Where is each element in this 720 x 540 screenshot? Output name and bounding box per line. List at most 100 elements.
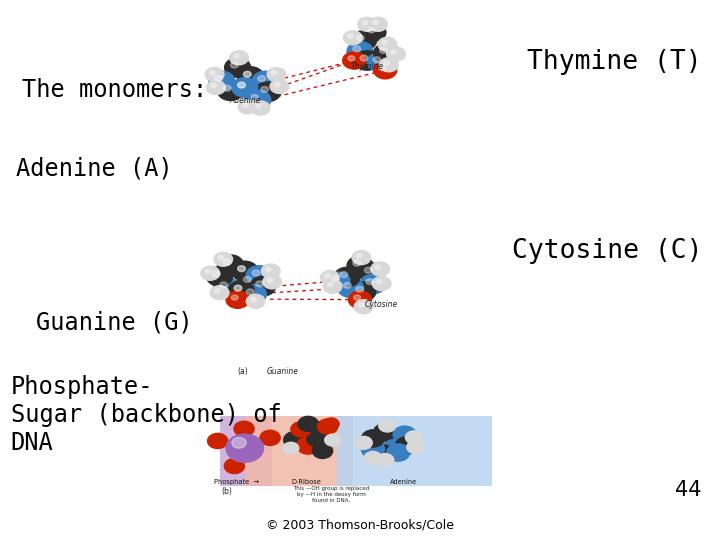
Text: The monomers:: The monomers: — [22, 78, 207, 102]
Text: Guanine (G): Guanine (G) — [36, 310, 193, 334]
Circle shape — [307, 430, 330, 447]
Circle shape — [261, 264, 280, 278]
Circle shape — [297, 437, 320, 454]
Circle shape — [258, 76, 266, 82]
Circle shape — [334, 267, 360, 287]
Circle shape — [228, 281, 254, 300]
Circle shape — [250, 276, 276, 296]
Circle shape — [243, 103, 248, 107]
Circle shape — [327, 272, 350, 289]
Text: Adenine (A): Adenine (A) — [16, 157, 173, 180]
Circle shape — [359, 303, 364, 307]
Circle shape — [251, 298, 256, 302]
Circle shape — [361, 441, 384, 458]
Circle shape — [251, 101, 270, 115]
Circle shape — [318, 419, 338, 434]
Circle shape — [372, 276, 391, 291]
Circle shape — [343, 31, 362, 45]
Circle shape — [352, 251, 371, 265]
Text: D-Ribose: D-Ribose — [291, 479, 321, 485]
Circle shape — [384, 61, 390, 65]
Circle shape — [356, 35, 364, 41]
Circle shape — [210, 286, 229, 300]
FancyBboxPatch shape — [337, 416, 492, 486]
Circle shape — [251, 94, 258, 100]
Circle shape — [218, 255, 224, 260]
Text: Phosphate-
Sugar (backbone) of
DNA: Phosphate- Sugar (backbone) of DNA — [11, 375, 282, 455]
Circle shape — [366, 279, 374, 285]
Circle shape — [382, 40, 388, 45]
Text: 44: 44 — [675, 480, 702, 500]
Text: Thymine: Thymine — [351, 62, 384, 71]
Circle shape — [407, 441, 424, 454]
Circle shape — [223, 85, 231, 91]
Circle shape — [379, 65, 386, 71]
Circle shape — [364, 267, 372, 273]
Text: (b): (b) — [222, 487, 233, 496]
Circle shape — [205, 269, 211, 274]
Circle shape — [387, 444, 410, 461]
Circle shape — [312, 443, 333, 458]
Circle shape — [355, 436, 372, 449]
Circle shape — [231, 295, 238, 300]
Circle shape — [362, 21, 368, 25]
Circle shape — [234, 285, 242, 291]
Circle shape — [367, 52, 393, 72]
Circle shape — [283, 442, 299, 454]
Circle shape — [378, 37, 397, 51]
Circle shape — [375, 265, 381, 269]
Circle shape — [354, 300, 373, 314]
Circle shape — [372, 445, 395, 462]
Circle shape — [226, 434, 264, 462]
Circle shape — [374, 43, 400, 63]
Circle shape — [215, 76, 222, 82]
Circle shape — [323, 418, 339, 430]
Circle shape — [217, 81, 243, 100]
Text: This —OH group is replaced
by —H in the deoxy form
found in DNA.: This —OH group is replaced by —H in the … — [293, 486, 369, 503]
Circle shape — [238, 100, 257, 114]
Circle shape — [353, 260, 361, 266]
Circle shape — [363, 24, 386, 41]
Circle shape — [325, 434, 341, 446]
Circle shape — [377, 280, 382, 284]
Circle shape — [395, 437, 418, 454]
Circle shape — [226, 291, 249, 308]
Circle shape — [356, 254, 362, 258]
Circle shape — [354, 295, 361, 300]
Text: Phosphate  →: Phosphate → — [214, 479, 258, 485]
Circle shape — [266, 267, 271, 272]
Circle shape — [351, 31, 377, 50]
Circle shape — [225, 458, 245, 474]
Circle shape — [210, 71, 215, 75]
Circle shape — [353, 46, 361, 52]
Circle shape — [360, 55, 368, 61]
Circle shape — [343, 52, 366, 69]
Circle shape — [340, 272, 348, 278]
Circle shape — [328, 282, 333, 287]
Circle shape — [350, 282, 376, 301]
Circle shape — [238, 82, 246, 88]
Circle shape — [267, 278, 273, 282]
Circle shape — [234, 285, 242, 291]
Circle shape — [384, 430, 408, 447]
Circle shape — [207, 267, 233, 286]
Circle shape — [373, 57, 381, 63]
Circle shape — [240, 285, 266, 304]
Circle shape — [360, 274, 386, 294]
Circle shape — [302, 421, 325, 438]
Circle shape — [343, 282, 351, 288]
Circle shape — [371, 262, 390, 276]
Circle shape — [211, 84, 217, 88]
Circle shape — [207, 80, 225, 94]
Circle shape — [232, 437, 246, 448]
Circle shape — [238, 266, 246, 272]
Circle shape — [347, 256, 373, 275]
Circle shape — [379, 419, 396, 432]
Circle shape — [243, 71, 251, 77]
Circle shape — [232, 261, 258, 281]
Circle shape — [234, 54, 240, 58]
Circle shape — [207, 434, 228, 449]
Circle shape — [201, 266, 220, 280]
Circle shape — [228, 281, 254, 300]
Circle shape — [364, 451, 382, 464]
